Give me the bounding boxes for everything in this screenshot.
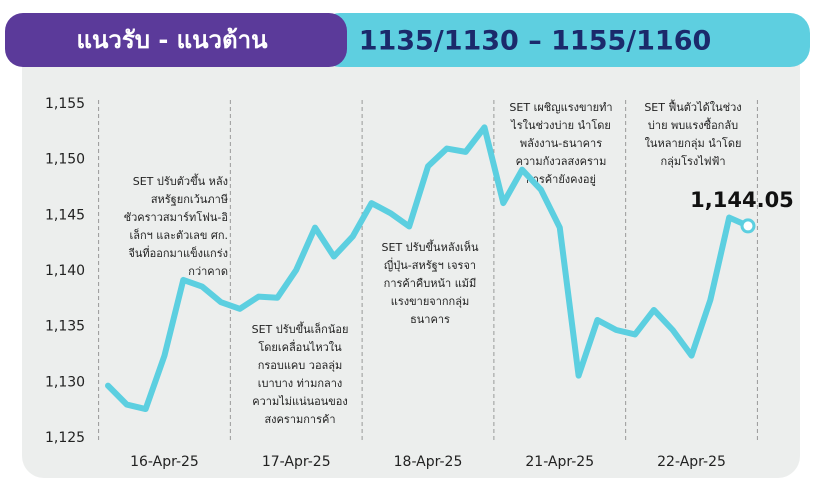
y-tick-label: 1,150 xyxy=(45,152,85,168)
annotation: กรอบแคบ วอลลุ่ม xyxy=(258,359,343,372)
y-tick-label: 1,135 xyxy=(45,319,85,335)
annotation: แรงขายจากกลุ่ม xyxy=(391,295,469,308)
annotation: กว่าคาด xyxy=(188,265,228,278)
y-tick-label: 1,145 xyxy=(45,207,85,223)
annotation: ในหลายกลุ่ม นำโดย xyxy=(645,136,742,150)
x-tick-label: 17-Apr-25 xyxy=(262,454,331,470)
annotation: ความกังวลสงคราม xyxy=(516,155,607,168)
title: แนวรับ - แนวต้าน xyxy=(77,26,269,54)
annotation: บ่าย พบแรงซื้อกลับ xyxy=(648,117,738,132)
x-tick-label: 22-Apr-25 xyxy=(657,454,726,470)
title-box xyxy=(5,13,347,67)
x-tick-label: 18-Apr-25 xyxy=(394,454,463,470)
annotation: กลุ่มโรงไฟฟ้า xyxy=(660,154,725,168)
annotation: โดยเคลื่อนไหวใน xyxy=(258,339,342,354)
annotation: ญี่ปุ่น-สหรัฐฯ เจรจา xyxy=(384,257,476,272)
value-label: 1,144.05 xyxy=(690,188,794,212)
annotation: การค้าคืบหน้า แม้มี xyxy=(384,277,477,290)
annotation: เบาบาง ท่ามกลาง xyxy=(258,377,343,390)
annotation: การค้ายังคงอยู่ xyxy=(526,173,596,186)
panel xyxy=(22,40,800,478)
annotation: พลังงาน-ธนาคาร xyxy=(520,137,602,150)
annotation: สหรัฐยกเว้นภาษี xyxy=(151,193,228,206)
y-tick-label: 1,130 xyxy=(45,374,85,390)
annotation: ความไม่แน่นอนของ xyxy=(252,395,348,408)
levels: 1135/1130 – 1155/1160 xyxy=(359,26,712,57)
annotation: ธนาคาร xyxy=(410,313,450,326)
y-tick-label: 1,140 xyxy=(45,263,85,279)
annotation: SET ฟื้นตัวได้ในช่วง xyxy=(644,99,741,114)
price-line xyxy=(105,124,751,413)
levels-band xyxy=(320,13,810,67)
x-tick-label: 21-Apr-25 xyxy=(525,454,594,470)
annotation: เล็กฯ และตัวเลข ศก. xyxy=(129,228,228,242)
annotation: SET ปรับขึ้นหลังเห็น xyxy=(382,239,479,254)
annotation: SET ปรับตัวขึ้น หลัง xyxy=(133,173,228,188)
annotation: สงครามการค้า xyxy=(264,413,335,426)
annotation: SET เผชิญแรงขายทำ xyxy=(509,101,612,114)
annotation: ชัวคราวสมาร์ทโฟน-อิ xyxy=(124,210,228,224)
annotation: SET ปรับขึ้นเล็กน้อย xyxy=(252,321,349,336)
annotation: ไรในช่วงบ่าย นำโดย xyxy=(510,118,611,132)
y-tick-label: 1,125 xyxy=(45,430,85,446)
x-tick-label: 16-Apr-25 xyxy=(130,454,199,470)
end-marker xyxy=(740,218,756,234)
y-tick-label: 1,155 xyxy=(45,96,85,112)
annotation: จีนที่ออกมาแข็งแกร่ง xyxy=(128,245,228,260)
